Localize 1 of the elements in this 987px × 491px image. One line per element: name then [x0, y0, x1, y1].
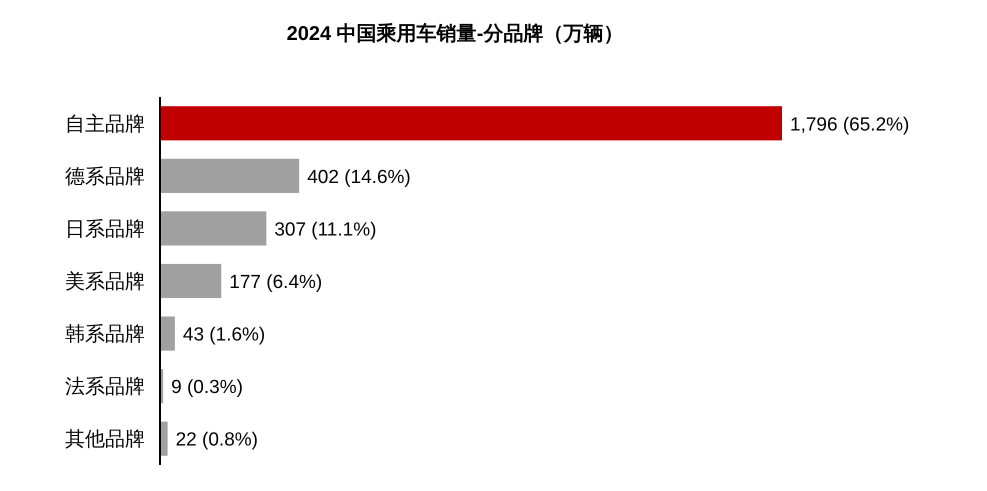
title: 2024 中国乘用车销量-分品牌（万辆）: [286, 23, 624, 45]
